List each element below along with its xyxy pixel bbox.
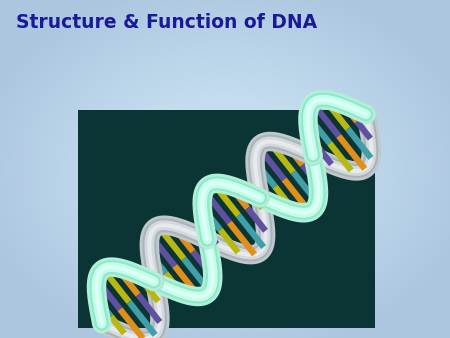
Bar bbox=[78, 110, 375, 328]
Bar bbox=[78, 110, 375, 328]
Text: Structure & Function of DNA: Structure & Function of DNA bbox=[16, 14, 317, 32]
